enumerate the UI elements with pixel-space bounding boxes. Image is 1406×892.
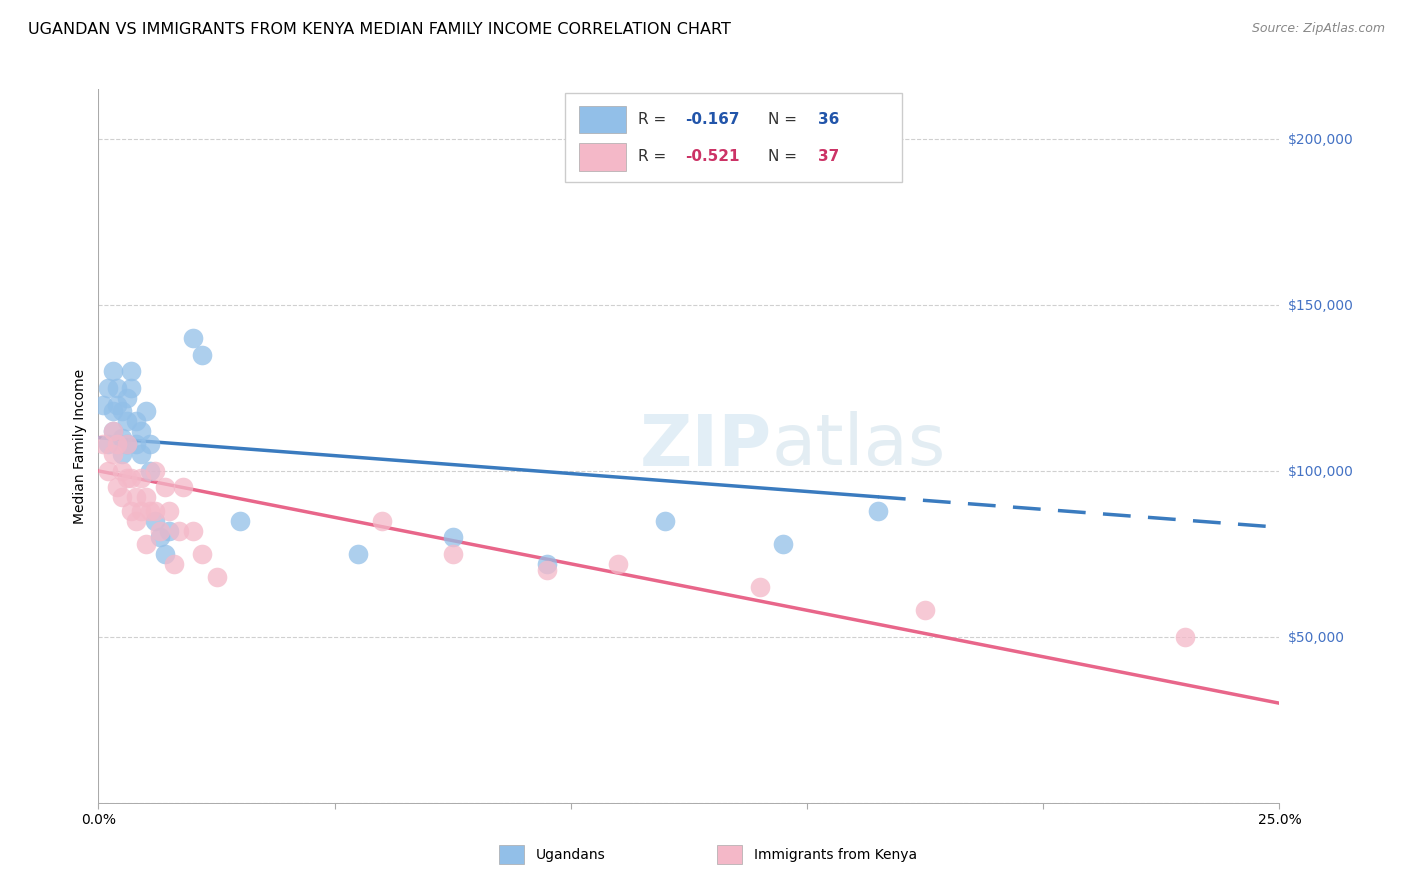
- Point: [229, 514, 252, 528]
- Point: [347, 547, 370, 561]
- Point: [139, 464, 162, 478]
- Point: [115, 391, 138, 405]
- Point: [101, 424, 124, 438]
- Text: N =: N =: [768, 112, 801, 127]
- Text: R =: R =: [638, 150, 671, 164]
- Point: [115, 437, 138, 451]
- Point: [121, 364, 143, 378]
- Text: -0.521: -0.521: [685, 150, 740, 164]
- Point: [111, 464, 134, 478]
- Text: Immigrants from Kenya: Immigrants from Kenya: [754, 847, 917, 862]
- Point: [914, 603, 936, 617]
- Point: [143, 464, 166, 478]
- Point: [135, 404, 157, 418]
- Point: [101, 424, 124, 438]
- Point: [121, 504, 143, 518]
- Point: [111, 447, 134, 461]
- Text: Source: ZipAtlas.com: Source: ZipAtlas.com: [1251, 22, 1385, 36]
- Point: [129, 447, 152, 461]
- Text: atlas: atlas: [772, 411, 946, 481]
- Point: [441, 547, 464, 561]
- Point: [536, 557, 558, 571]
- Point: [125, 437, 148, 451]
- Point: [135, 491, 157, 505]
- Point: [1174, 630, 1197, 644]
- Point: [149, 524, 172, 538]
- Bar: [579, 144, 626, 170]
- Point: [101, 364, 124, 378]
- Point: [121, 381, 143, 395]
- Point: [105, 397, 128, 411]
- Point: [191, 348, 214, 362]
- Point: [97, 381, 120, 395]
- Point: [135, 537, 157, 551]
- Point: [139, 437, 162, 451]
- Text: N =: N =: [768, 150, 801, 164]
- Point: [607, 557, 630, 571]
- Point: [654, 514, 676, 528]
- Bar: [579, 106, 626, 133]
- Text: ZIP: ZIP: [640, 411, 772, 481]
- Point: [139, 504, 162, 518]
- Point: [111, 491, 134, 505]
- Point: [149, 530, 172, 544]
- Point: [143, 514, 166, 528]
- Point: [167, 524, 190, 538]
- Point: [181, 524, 204, 538]
- Point: [866, 504, 889, 518]
- Point: [115, 414, 138, 428]
- Point: [91, 397, 114, 411]
- Point: [101, 447, 124, 461]
- Point: [153, 481, 176, 495]
- Point: [125, 514, 148, 528]
- Point: [97, 437, 120, 451]
- Point: [172, 481, 194, 495]
- Point: [105, 437, 128, 451]
- Point: [441, 530, 464, 544]
- Point: [105, 381, 128, 395]
- Point: [772, 537, 794, 551]
- Point: [115, 437, 138, 451]
- Text: 36: 36: [818, 112, 839, 127]
- Point: [153, 547, 176, 561]
- Point: [91, 437, 114, 451]
- Point: [129, 470, 152, 484]
- Point: [157, 504, 180, 518]
- Point: [125, 491, 148, 505]
- Point: [111, 431, 134, 445]
- Point: [101, 404, 124, 418]
- Point: [163, 557, 186, 571]
- Point: [157, 524, 180, 538]
- Point: [143, 504, 166, 518]
- Point: [748, 580, 770, 594]
- Point: [121, 470, 143, 484]
- Point: [371, 514, 394, 528]
- Text: 37: 37: [818, 150, 839, 164]
- Text: R =: R =: [638, 112, 671, 127]
- Point: [205, 570, 228, 584]
- Point: [125, 414, 148, 428]
- Point: [536, 564, 558, 578]
- Point: [129, 504, 152, 518]
- Y-axis label: Median Family Income: Median Family Income: [73, 368, 87, 524]
- Point: [105, 481, 128, 495]
- Text: UGANDAN VS IMMIGRANTS FROM KENYA MEDIAN FAMILY INCOME CORRELATION CHART: UGANDAN VS IMMIGRANTS FROM KENYA MEDIAN …: [28, 22, 731, 37]
- Text: -0.167: -0.167: [685, 112, 740, 127]
- Point: [181, 331, 204, 345]
- Point: [129, 424, 152, 438]
- Point: [191, 547, 214, 561]
- Point: [111, 404, 134, 418]
- Point: [115, 470, 138, 484]
- Text: Ugandans: Ugandans: [536, 847, 606, 862]
- Bar: [565, 93, 901, 182]
- Point: [97, 464, 120, 478]
